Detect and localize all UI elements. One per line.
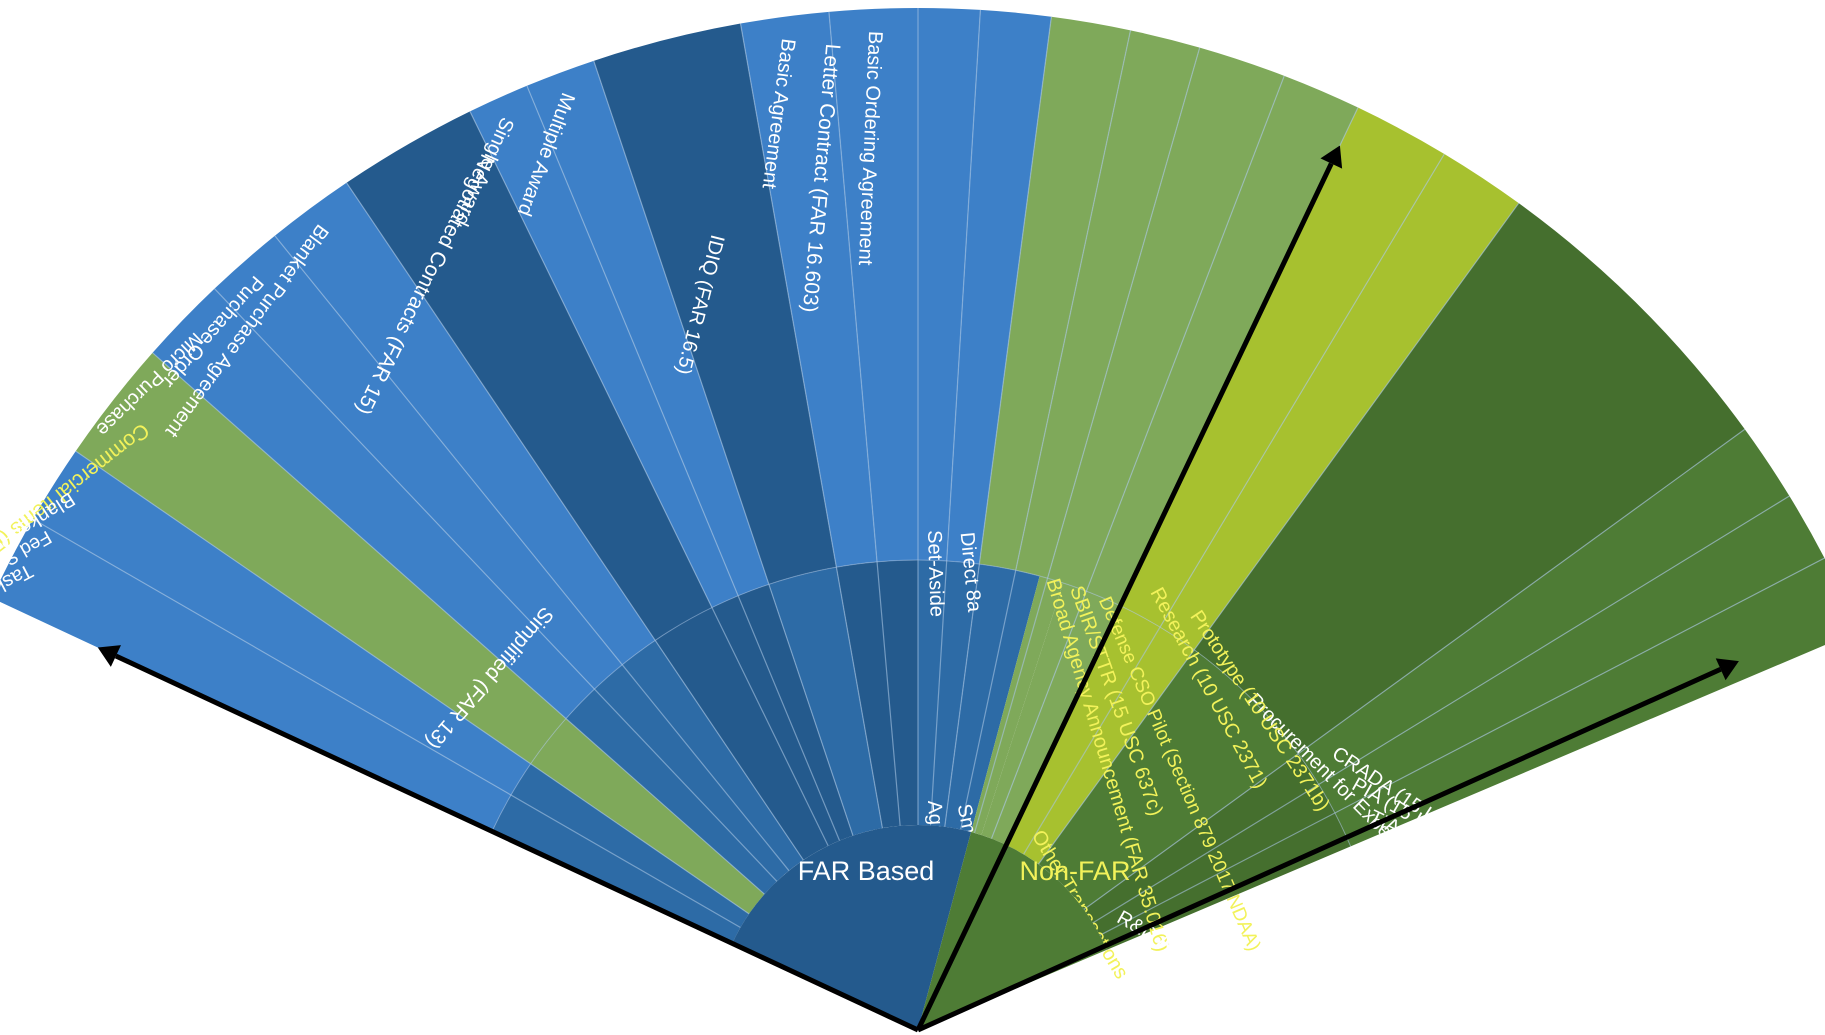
leaf-wedge-negotiated-outer [346, 111, 712, 641]
leaf-wedge-research [1120, 107, 1445, 628]
leaf-wedge-baa-outer [979, 16, 1131, 571]
leaf-wedge-prototype [1160, 153, 1519, 650]
wedge-divider [75, 450, 750, 915]
wedge-divider [214, 288, 778, 882]
wedge-divider [274, 235, 790, 872]
left-arrow-line [114, 653, 920, 1033]
group-wedge-cso [991, 591, 1121, 845]
leaf-wedge-multiple-award [526, 60, 769, 596]
left-arrowhead-icon [97, 645, 121, 667]
leaf-wedge-set-aside [918, 8, 981, 561]
wedge-divider [526, 85, 841, 841]
group-wedge-negotiated [655, 584, 853, 861]
group-wedge-idiq [768, 567, 883, 836]
leaf-wedge-bpa-fss [32, 451, 531, 795]
wedge-divider [960, 30, 1132, 830]
wedge-divider [739, 23, 883, 829]
leaf-wedge-micro-purchase [152, 288, 595, 719]
leaf-label-task-order: Task Order/Delivery Order [0, 559, 36, 686]
group-wedge-other-transactions [1006, 605, 1195, 865]
leaf-wedge-direct-8a [946, 9, 1052, 565]
wedge-divider [346, 182, 804, 861]
group-wedge-rd-agreements [1083, 753, 1351, 950]
root-far-label: FAR Based [798, 856, 935, 886]
wedge-divider [929, 9, 981, 826]
fan-dividers [32, 8, 1825, 936]
leaf-wedge-task-order [0, 519, 511, 832]
group-wedge-fed-supply [492, 763, 750, 944]
leaf-wedge-crada [1298, 429, 1790, 785]
wedge-divider [1038, 202, 1520, 865]
right-arrow-line [916, 666, 1722, 1033]
leaf-label-set-aside: Set-Aside [923, 530, 948, 617]
group-wedge-letter [836, 560, 918, 829]
fan-root: FAR Based Non-FAR [732, 825, 1131, 1030]
right-arrowhead-icon [1715, 658, 1739, 681]
leaf-wedge-basic-ordering [828, 8, 918, 562]
leaf-wedge-sbir-outer [1015, 30, 1200, 579]
wedge-divider [1099, 557, 1825, 936]
ring-divider [491, 559, 1352, 847]
middle-arrow-line [915, 162, 1334, 1032]
group-wedge-simplified [565, 640, 804, 895]
leaf-wedge-cso-extension [1086, 75, 1358, 606]
fan-wedges [0, 8, 1825, 950]
wedge-divider [1023, 153, 1445, 855]
group-wedge-sbir [981, 583, 1087, 839]
root-nonfar-wedge [918, 831, 1107, 1030]
wedge-divider [1092, 495, 1790, 924]
leaf-wedge-basic-agreement [740, 11, 878, 568]
group-wedge-agreements [918, 560, 980, 827]
leaf-wedge-pia [1318, 496, 1825, 813]
leaf-wedge-single-award [469, 85, 739, 608]
group-wedge-small-business [944, 564, 1040, 832]
wedge-divider [828, 11, 901, 826]
wedge-divider [1083, 428, 1746, 910]
wedge-divider [32, 518, 741, 929]
leaf-wedge-bpa-simplified [274, 182, 656, 665]
group-wedge-commercial [530, 718, 765, 914]
wedge-divider [152, 352, 765, 895]
leaf-wedge-commercial-outer [75, 352, 566, 764]
root-far-wedge [732, 825, 972, 1030]
middle-arrowhead-icon [1320, 145, 1343, 169]
fan-boundary-arrows [97, 145, 1739, 1033]
wedge-divider [973, 47, 1201, 834]
leaf-wedge-purchase-order [214, 235, 623, 690]
leaf-wedge-cso-outer [1047, 47, 1285, 592]
group-wedge-procurement-experiments [1038, 649, 1299, 910]
wedge-divider [593, 60, 854, 836]
root-nonfar-label: Non-FAR [1019, 856, 1130, 886]
leaf-wedge-procurement-outer [1194, 203, 1745, 754]
leaf-wedge-tia [1334, 558, 1825, 847]
wedge-divider [469, 111, 829, 847]
wedge-divider [990, 75, 1285, 839]
wedge-divider [944, 16, 1052, 827]
group-wedge-baa [971, 576, 1064, 836]
leaf-wedge-letter-outer [593, 23, 837, 585]
